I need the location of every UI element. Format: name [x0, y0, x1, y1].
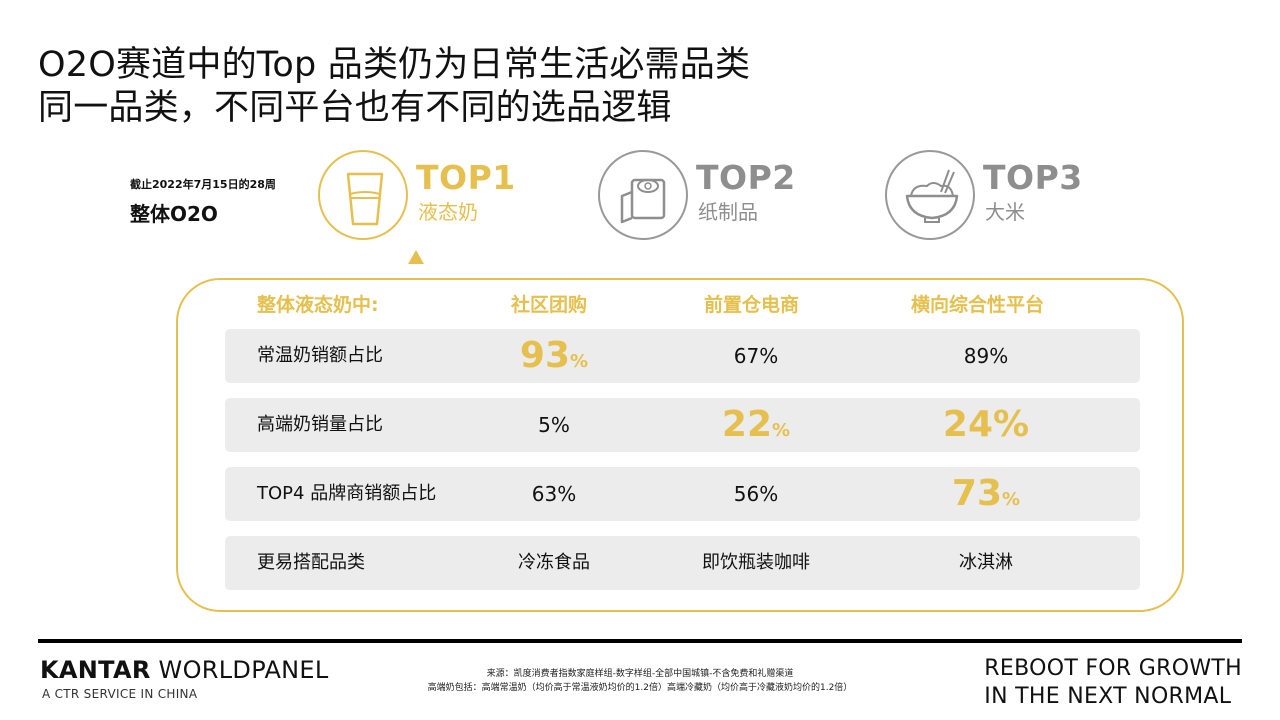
table-header-community-group-buying: 社区团购 — [511, 294, 588, 316]
table-row: TOP4 品牌商销额占比 63% 56% 73% — [225, 467, 1140, 521]
top3-rank: TOP3 — [983, 158, 1083, 197]
row-label: 更易搭配品类 — [257, 552, 365, 573]
pointer-triangle-icon — [408, 250, 424, 264]
row-label: TOP4 品牌商销额占比 — [257, 483, 437, 504]
brand-subtitle: A CTR SERVICE IN CHINA — [42, 687, 198, 701]
table-row: 高端奶销量占比 5% 22% 24% — [225, 398, 1140, 452]
reboot-line-1: REBOOT FOR GROWTH — [984, 656, 1242, 681]
reboot-tagline: REBOOT FOR GROWTH IN THE NEXT NORMAL — [984, 655, 1242, 711]
brand-rest: WORLDPANEL — [150, 656, 329, 684]
page-title: O2O赛道中的Top 品类仍为日常生活必需品类 同一品类，不同平台也有不同的选品… — [38, 44, 750, 130]
brand-bold: KANTAR — [40, 656, 151, 684]
footer-divider — [38, 639, 1242, 643]
row-value: 63% — [531, 482, 577, 506]
top1-name: 液态奶 — [418, 200, 478, 224]
top2-rank: TOP2 — [696, 158, 796, 197]
row-value: 即饮瓶装咖啡 — [702, 552, 810, 573]
table-row: 常温奶销额占比 93% 67% 89% — [225, 329, 1140, 383]
source-line-2: 高端奶包括：高端常温奶（均价高于常温液奶均价的1.2倍）高端冷藏奶（均价高于冷藏… — [427, 683, 853, 693]
row-label: 高端奶销量占比 — [257, 414, 383, 435]
brand-logo: KANTAR WORLDPANEL — [40, 656, 329, 684]
title-line-2: 同一品类，不同平台也有不同的选品逻辑 — [38, 88, 672, 128]
period-subtitle: 截止2022年7月15日的28周 — [130, 178, 276, 191]
rice-bowl-icon — [885, 150, 975, 240]
source-line-1: 来源：凯度消费者指数家庭样组-数字样组-全部中国城镇-不含免费和礼赠渠道 — [486, 669, 794, 679]
row-value: 24% — [942, 404, 1030, 445]
toilet-paper-icon — [598, 150, 688, 240]
table-row: 更易搭配品类 冷冻食品 即饮瓶装咖啡 冰淇淋 — [225, 536, 1140, 590]
row-label: 常温奶销额占比 — [257, 345, 383, 366]
period-title: 整体O2O — [130, 202, 218, 226]
source-note: 来源：凯度消费者指数家庭样组-数字样组-全部中国城镇-不含免费和礼赠渠道 高端奶… — [360, 667, 920, 695]
milk-glass-icon — [318, 150, 408, 240]
row-value: 93% — [519, 335, 589, 376]
title-line-1: O2O赛道中的Top 品类仍为日常生活必需品类 — [38, 45, 751, 85]
row-value: 89% — [963, 344, 1009, 368]
table-header-horizontal-platform: 横向综合性平台 — [911, 294, 1045, 316]
row-value: 22% — [721, 404, 791, 445]
row-value: 冷冻食品 — [518, 552, 590, 573]
row-value: 67% — [733, 344, 779, 368]
period-block: 截止2022年7月15日的28周 整体O2O — [130, 176, 276, 227]
row-value: 56% — [733, 482, 779, 506]
table-header-scope: 整体液态奶中: — [257, 294, 379, 316]
row-value: 73% — [951, 473, 1021, 514]
row-value: 冰淇淋 — [959, 552, 1013, 573]
top1-rank: TOP1 — [416, 158, 516, 197]
top2-name: 纸制品 — [698, 200, 758, 224]
row-value: 5% — [538, 413, 570, 437]
table-header-front-warehouse-ecommerce: 前置仓电商 — [704, 294, 800, 316]
reboot-line-2: IN THE NEXT NORMAL — [984, 684, 1232, 709]
top3-name: 大米 — [985, 200, 1025, 224]
